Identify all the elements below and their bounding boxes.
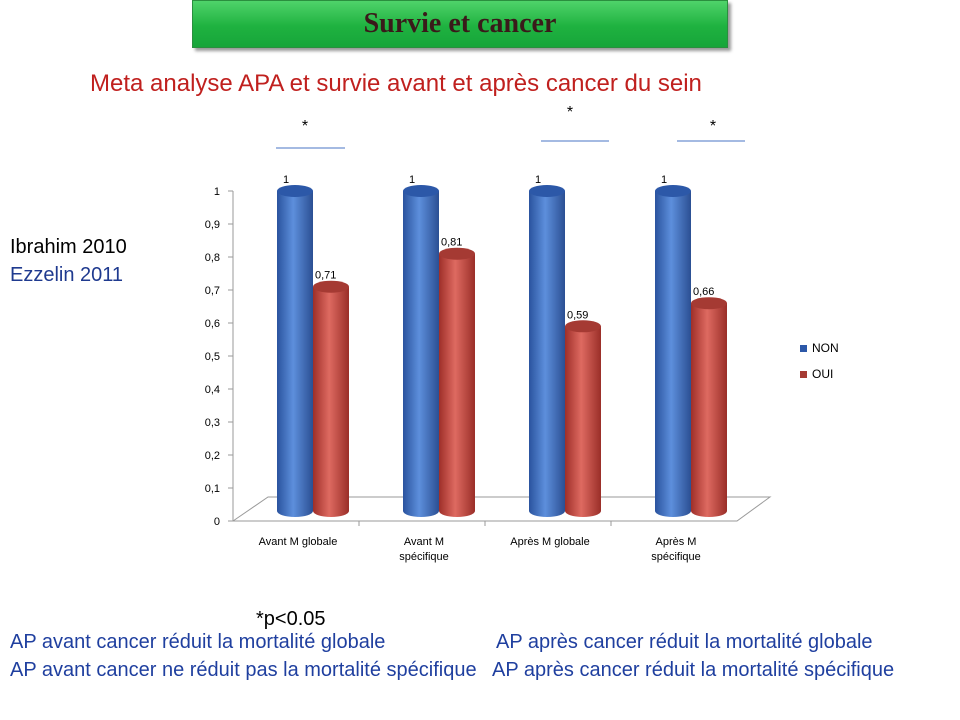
y-tick-label: 0,3 [205,417,220,429]
conclusion-left: AP avant cancer réduit la mortalité glob… [10,628,480,684]
bar-oui-2 [439,253,475,511]
x-tick-label: Après M [656,536,697,548]
data-label-non-4: 1 [661,174,667,186]
bar-non-4-top [655,185,691,197]
bar-oui-1-top [313,280,349,293]
significance-star-4: * [710,118,716,135]
x-tick-label: Avant M [404,536,444,548]
data-label-oui-3: 0,59 [567,309,588,321]
y-tick-label: 0,2 [205,450,220,462]
reference-1: Ibrahim 2010 [10,236,127,258]
x-tick-label: spécifique [399,551,449,563]
bar-oui-2-base [439,505,475,517]
bar-oui-3 [565,326,601,511]
y-tick-label: 1 [214,186,220,198]
bar-oui-2-top [439,247,475,260]
y-tick-label: 0,4 [205,384,220,396]
data-label-oui-1: 0,71 [315,270,336,282]
conclusion-right-1: AP après cancer réduit la mortalité glob… [496,631,873,653]
conclusion-right-2: AP après cancer réduit la mortalité spéc… [492,659,895,681]
bar-oui-3-base [565,505,601,517]
x-tick-label: Avant M globale [259,536,338,548]
data-label-oui-2: 0,81 [441,237,462,249]
bar-non-1 [277,191,313,511]
bar-non-3 [529,191,565,511]
references: Ibrahim 2010 Ezzelin 2011 [10,233,127,289]
y-tick-label: 0,9 [205,219,220,231]
conclusion-right: AP après cancer réduit la mortalité glob… [492,628,952,684]
bar-oui-1-base [313,505,349,517]
x-tick-label: spécifique [651,551,701,563]
legend-swatch-non [800,345,807,352]
page-title: Survie et cancer [363,8,557,39]
y-tick-label: 0,7 [205,285,220,297]
conclusion-left-2: AP avant cancer ne réduit pas la mortali… [10,659,477,681]
x-tick-label: Après M globale [510,536,590,548]
y-tick-label: 0,5 [205,351,220,363]
bar-non-1-top [277,185,313,197]
y-tick-label: 0 [214,516,220,528]
bar-oui-4-top [691,297,727,310]
y-tick-label: 0,8 [205,252,220,264]
bar-non-4 [655,191,691,511]
bar-non-2-top [403,185,439,197]
data-label-non-1: 1 [283,174,289,186]
data-label-non-3: 1 [535,174,541,186]
data-label-oui-4: 0,66 [693,286,714,298]
legend-label-oui: OUI [812,367,833,381]
bar-non-3-base [529,505,565,517]
bar-oui-1 [313,286,349,511]
y-tick-label: 0,6 [205,318,220,330]
bar-oui-4-base [691,505,727,517]
significance-star-3: * [567,104,573,121]
bar-oui-4 [691,303,727,511]
legend-label-non: NON [812,341,839,355]
chart-subtitle: Meta analyse APA et survie avant et aprè… [90,70,702,97]
bar-oui-3-top [565,320,601,333]
bar-non-2-base [403,505,439,517]
bar-non-2 [403,191,439,511]
significance-star-1: * [302,118,308,135]
bar-non-3-top [529,185,565,197]
y-tick-label: 0,1 [205,483,220,495]
data-label-non-2: 1 [409,174,415,186]
bar-non-4-base [655,505,691,517]
bar-non-1-base [277,505,313,517]
legend-swatch-oui [800,371,807,378]
conclusion-left-1: AP avant cancer réduit la mortalité glob… [10,631,386,653]
title-banner: Survie et cancer [192,0,728,48]
significance-footnote: *p<0.05 [256,608,326,630]
reference-2: Ezzelin 2011 [10,264,124,286]
